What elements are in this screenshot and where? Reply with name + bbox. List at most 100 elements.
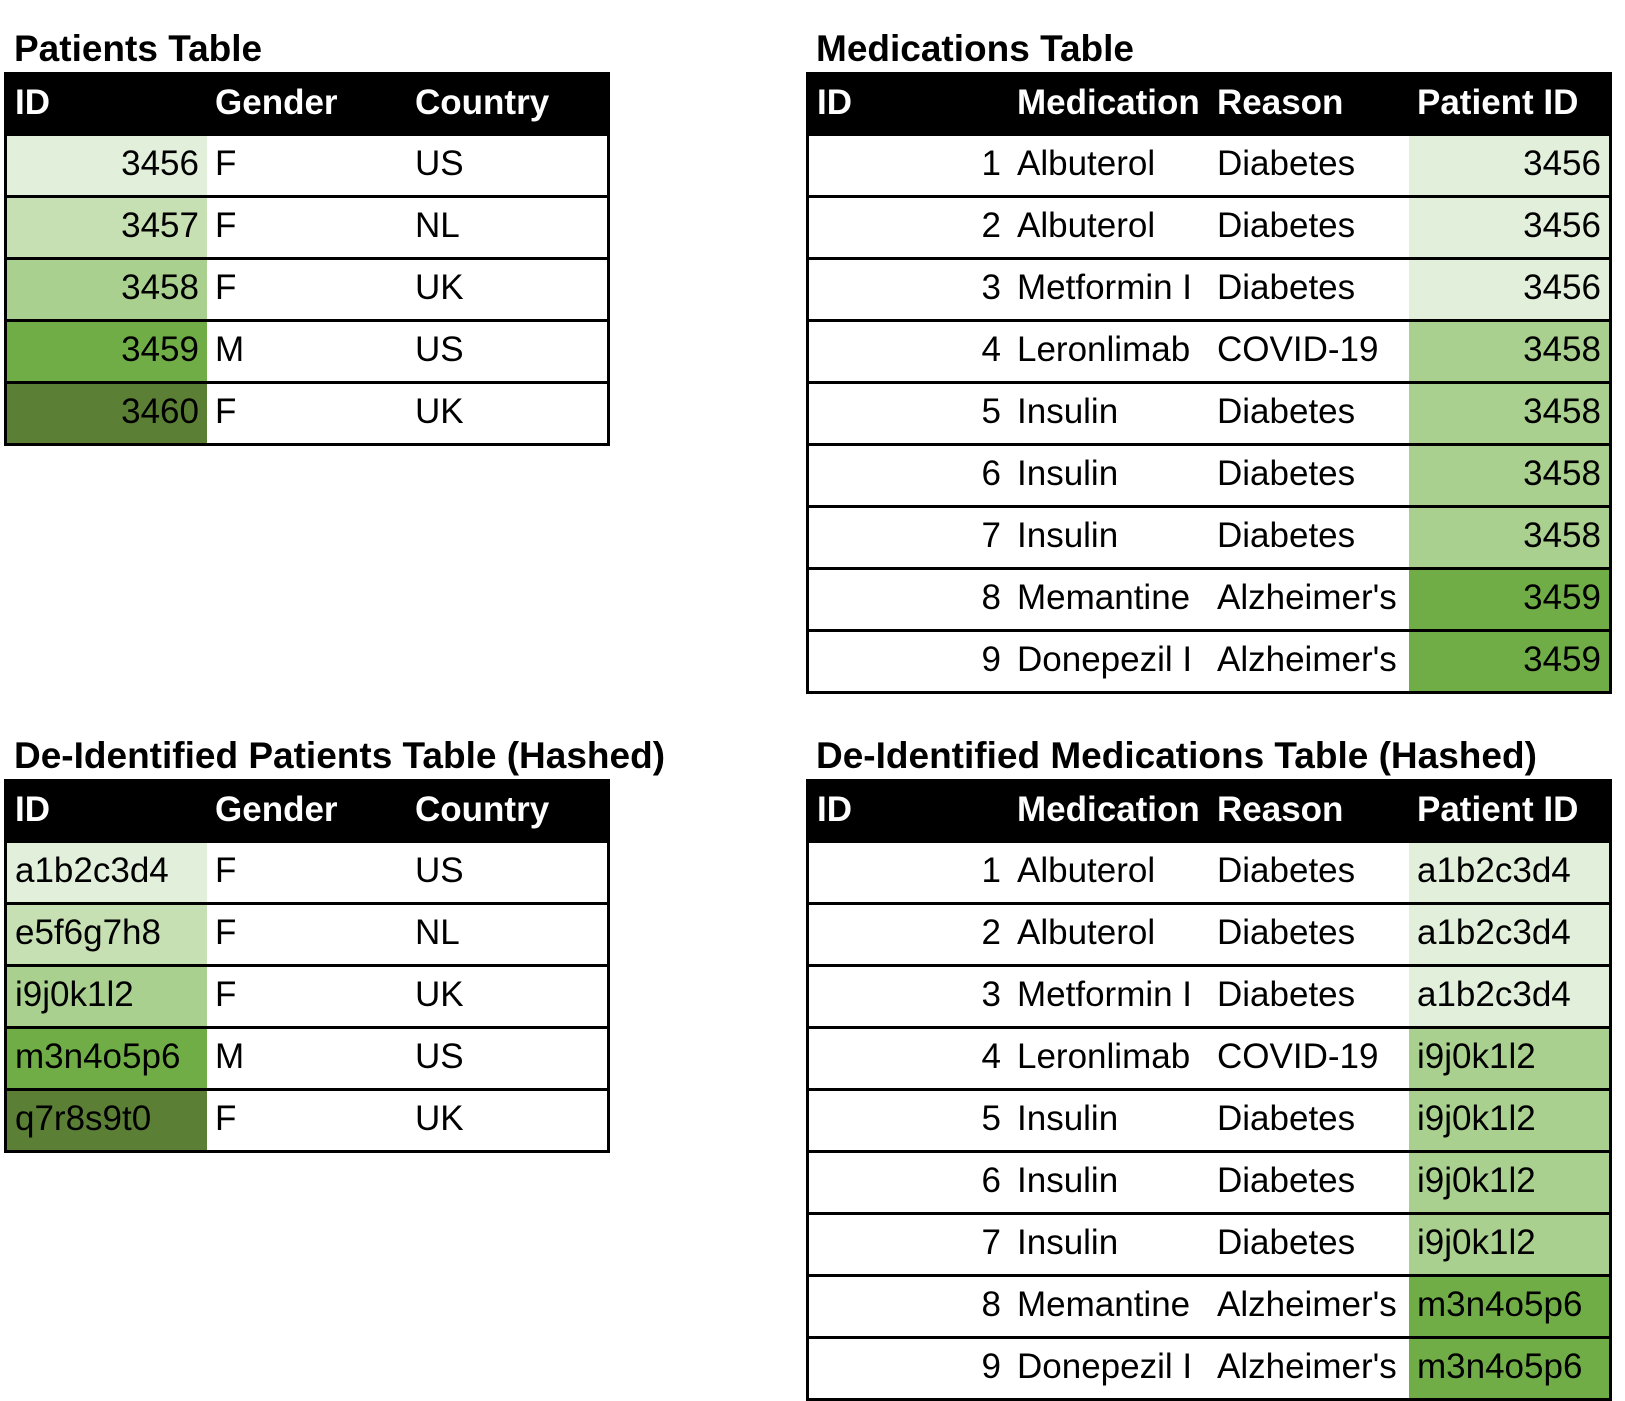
header-cell: ID bbox=[817, 83, 852, 122]
header-cell: Gender bbox=[215, 83, 338, 122]
table-cell: Memantine bbox=[1017, 578, 1191, 617]
table-cell: 5 bbox=[981, 1099, 1001, 1138]
table-cell: m3n4o5p6 bbox=[1409, 1339, 1609, 1398]
table-cell: Alzheimer's bbox=[1217, 1285, 1397, 1324]
table-row: a1b2c3d4 F US bbox=[7, 840, 607, 902]
table-cell: Diabetes bbox=[1217, 454, 1356, 493]
table-cell: Albuterol bbox=[1017, 144, 1156, 183]
table-cell: e5f6g7h8 bbox=[7, 905, 207, 964]
table-row: 4 Leronlimab COVID-19 3458 bbox=[809, 319, 1609, 381]
table-cell: COVID-19 bbox=[1217, 1037, 1379, 1076]
header-row: ID Gender Country bbox=[7, 782, 607, 840]
table-row: 2 Albuterol Diabetes 3456 bbox=[809, 195, 1609, 257]
header-row: ID Medication Reason Patient ID bbox=[809, 75, 1609, 133]
table-cell: Alzheimer's bbox=[1217, 578, 1397, 617]
table-cell: 3457 bbox=[7, 198, 207, 257]
table-cell: Insulin bbox=[1017, 392, 1119, 431]
table-cell: F bbox=[215, 913, 237, 952]
table-cell: 3456 bbox=[1409, 260, 1609, 319]
table-cell: Diabetes bbox=[1217, 1161, 1356, 1200]
table-title: De-Identified Medications Table (Hashed) bbox=[816, 735, 1537, 776]
header-row: ID Gender Country bbox=[7, 75, 607, 133]
table-row: 7 Insulin Diabetes i9j0k1l2 bbox=[809, 1212, 1609, 1274]
table-title: Medications Table bbox=[816, 28, 1134, 69]
table-row: 2 Albuterol Diabetes a1b2c3d4 bbox=[809, 902, 1609, 964]
header-cell: Patient ID bbox=[1417, 83, 1579, 122]
table-cell: Diabetes bbox=[1217, 1099, 1356, 1138]
table-cell: 6 bbox=[981, 1161, 1001, 1200]
table-cell: UK bbox=[415, 392, 464, 431]
table-row: 8 Memantine Alzheimer's m3n4o5p6 bbox=[809, 1274, 1609, 1336]
table-cell: 3456 bbox=[1409, 198, 1609, 257]
table-cell: 9 bbox=[981, 640, 1001, 679]
table-cell: i9j0k1l2 bbox=[1409, 1091, 1609, 1150]
table-cell: US bbox=[415, 330, 464, 369]
table-cell: i9j0k1l2 bbox=[1409, 1029, 1609, 1088]
table-cell: F bbox=[215, 1099, 237, 1138]
table-cell: Donepezil I bbox=[1017, 1347, 1193, 1386]
table-cell: 3460 bbox=[7, 384, 207, 443]
table-cell: Alzheimer's bbox=[1217, 640, 1397, 679]
table-title: De-Identified Patients Table (Hashed) bbox=[14, 735, 666, 776]
table-block: De-Identified Patients Table (Hashed) ID G… bbox=[4, 733, 665, 1153]
table-cell: 5 bbox=[981, 392, 1001, 431]
table-cell: 3458 bbox=[7, 260, 207, 319]
table-cell: F bbox=[215, 392, 237, 431]
header-cell: Gender bbox=[215, 790, 338, 829]
table-cell: Diabetes bbox=[1217, 913, 1356, 952]
table-cell: 3456 bbox=[1409, 136, 1609, 195]
table-cell: a1b2c3d4 bbox=[1409, 967, 1609, 1026]
table-cell: Diabetes bbox=[1217, 268, 1356, 307]
table-block: De-Identified Medications Table (Hashed)… bbox=[806, 733, 1612, 1401]
table-row: 9 Donepezil I Alzheimer's m3n4o5p6 bbox=[809, 1336, 1609, 1398]
table-cell: i9j0k1l2 bbox=[7, 967, 207, 1026]
table-row: 5 Insulin Diabetes 3458 bbox=[809, 381, 1609, 443]
table-cell: Diabetes bbox=[1217, 516, 1356, 555]
table-cell: US bbox=[415, 144, 464, 183]
table: ID Gender Country 3456 F US 3457 F NL 3458 F UK 3459… bbox=[4, 72, 610, 446]
table-cell: i9j0k1l2 bbox=[1409, 1153, 1609, 1212]
table-cell: 3 bbox=[981, 975, 1001, 1014]
table-row: 1 Albuterol Diabetes a1b2c3d4 bbox=[809, 840, 1609, 902]
table-cell: 6 bbox=[981, 454, 1001, 493]
table-cell: Memantine bbox=[1017, 1285, 1191, 1324]
table-cell: US bbox=[415, 1037, 464, 1076]
header-cell: ID bbox=[15, 790, 50, 829]
table-row: m3n4o5p6 M US bbox=[7, 1026, 607, 1088]
table-cell: UK bbox=[415, 268, 464, 307]
table-cell: Leronlimab bbox=[1017, 1037, 1191, 1076]
table-cell: Metformin I bbox=[1017, 975, 1193, 1014]
table-cell: F bbox=[215, 144, 237, 183]
table-cell: 3 bbox=[981, 268, 1001, 307]
table-row: 3457 F NL bbox=[7, 195, 607, 257]
table-cell: 3456 bbox=[7, 136, 207, 195]
table-cell: NL bbox=[415, 913, 460, 952]
table-cell: 4 bbox=[981, 1037, 1001, 1076]
table-cell: 3458 bbox=[1409, 384, 1609, 443]
table-row: 5 Insulin Diabetes i9j0k1l2 bbox=[809, 1088, 1609, 1150]
table-cell: Insulin bbox=[1017, 454, 1119, 493]
table-cell: 3459 bbox=[7, 322, 207, 381]
table-block: Medications Table ID Medication Reason Patie… bbox=[806, 26, 1612, 694]
table-row: i9j0k1l2 F UK bbox=[7, 964, 607, 1026]
table-row: 3 Metformin I Diabetes 3456 bbox=[809, 257, 1609, 319]
table-row: 9 Donepezil I Alzheimer's 3459 bbox=[809, 629, 1609, 691]
table-cell: Insulin bbox=[1017, 1223, 1119, 1262]
table-cell: Albuterol bbox=[1017, 913, 1156, 952]
table-cell: i9j0k1l2 bbox=[1409, 1215, 1609, 1274]
table: ID Medication Reason Patient ID 1 Albuterol Di… bbox=[806, 779, 1612, 1401]
table-row: q7r8s9t0 F UK bbox=[7, 1088, 607, 1150]
table-cell: m3n4o5p6 bbox=[1409, 1277, 1609, 1336]
table-cell: 2 bbox=[981, 206, 1001, 245]
table-cell: 7 bbox=[981, 516, 1001, 555]
table-row: 7 Insulin Diabetes 3458 bbox=[809, 505, 1609, 567]
table-block: Patients Table ID Gender Country 3456 F US 3457… bbox=[4, 26, 610, 446]
header-cell: Country bbox=[415, 790, 550, 829]
table: ID Medication Reason Patient ID 1 Albuterol Di… bbox=[806, 72, 1612, 694]
table-cell: 3458 bbox=[1409, 322, 1609, 381]
table-cell: UK bbox=[415, 975, 464, 1014]
table-cell: 8 bbox=[981, 578, 1001, 617]
table-cell: 4 bbox=[981, 330, 1001, 369]
table-cell: q7r8s9t0 bbox=[7, 1091, 207, 1150]
table-cell: 2 bbox=[981, 913, 1001, 952]
